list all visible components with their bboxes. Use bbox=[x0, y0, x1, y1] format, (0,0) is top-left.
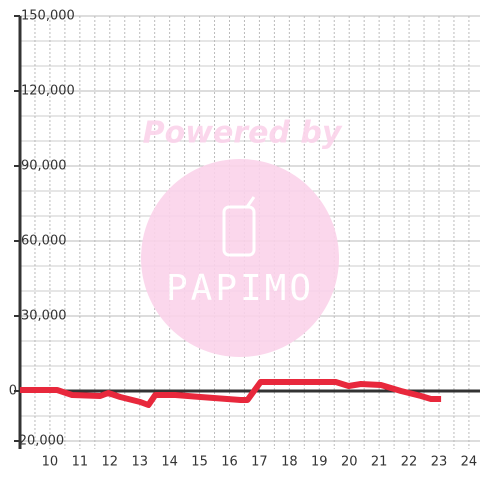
x-tick-label: 21 bbox=[371, 455, 388, 470]
x-tick-label: 11 bbox=[72, 455, 89, 470]
watermark: Powered by PAPIMO bbox=[141, 116, 343, 357]
y-tick-label: 90,000 bbox=[21, 159, 67, 174]
y-tick-label: 0 bbox=[9, 384, 17, 399]
x-tick-label: 24 bbox=[461, 455, 478, 470]
data-line bbox=[20, 379, 442, 408]
x-tick-label: 17 bbox=[251, 455, 268, 470]
x-tick-label: 13 bbox=[131, 455, 148, 470]
x-tick-label: 16 bbox=[221, 455, 238, 470]
y-tick-label: 120,000 bbox=[21, 84, 75, 99]
watermark-circle bbox=[141, 159, 339, 357]
y-tick-label: 150,000 bbox=[21, 9, 75, 24]
x-tick-label: 22 bbox=[401, 455, 418, 470]
x-tick-label: 23 bbox=[431, 455, 448, 470]
watermark-logo: PAPIMO bbox=[166, 268, 314, 309]
y-tick-label: 60,000 bbox=[21, 234, 67, 249]
x-tick-label: 20 bbox=[341, 455, 358, 470]
x-tick-label: 10 bbox=[42, 455, 59, 470]
x-tick-label: 15 bbox=[191, 455, 208, 470]
x-tick-label: 12 bbox=[102, 455, 119, 470]
x-tick-label: 19 bbox=[311, 455, 328, 470]
phone-antenna bbox=[245, 196, 256, 208]
y-tick-label: 30,000 bbox=[21, 309, 67, 324]
y-tick-label: -20,000 bbox=[14, 434, 64, 449]
phone-icon bbox=[222, 205, 256, 257]
x-tick-label: 18 bbox=[281, 455, 298, 470]
x-tick-label: 14 bbox=[161, 455, 178, 470]
watermark-text: Powered by bbox=[143, 116, 343, 151]
